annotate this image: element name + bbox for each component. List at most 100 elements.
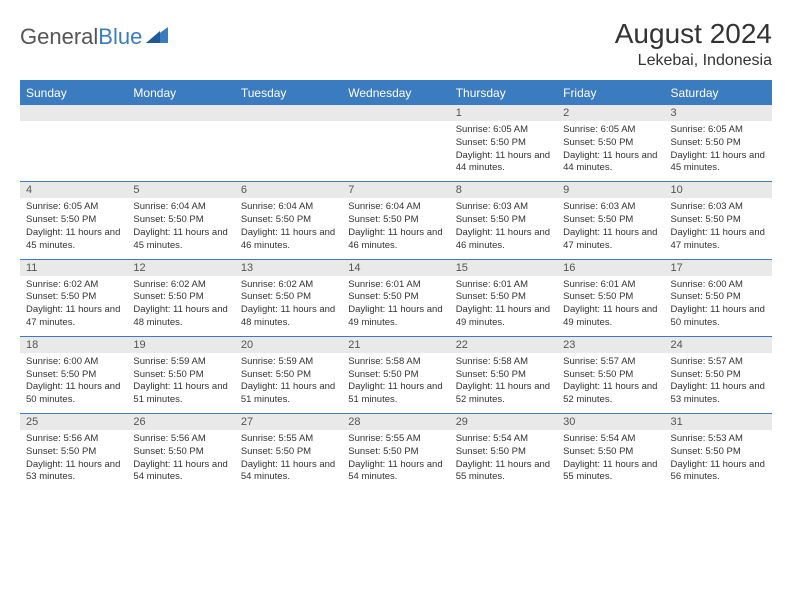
- weekday-header: Monday: [127, 81, 234, 105]
- day-number: [235, 105, 342, 121]
- day-number: 23: [557, 337, 664, 353]
- day-number: 11: [20, 260, 127, 276]
- day-detail: Sunrise: 6:05 AMSunset: 5:50 PMDaylight:…: [557, 121, 664, 181]
- day-number: 25: [20, 414, 127, 430]
- calendar-cell: 18Sunrise: 6:00 AMSunset: 5:50 PMDayligh…: [20, 336, 127, 413]
- day-detail: Sunrise: 6:03 AMSunset: 5:50 PMDaylight:…: [450, 198, 557, 258]
- day-detail: [342, 121, 449, 181]
- calendar-cell: 24Sunrise: 5:57 AMSunset: 5:50 PMDayligh…: [665, 336, 772, 413]
- day-detail: Sunrise: 5:59 AMSunset: 5:50 PMDaylight:…: [235, 353, 342, 413]
- day-detail: Sunrise: 5:54 AMSunset: 5:50 PMDaylight:…: [450, 430, 557, 490]
- calendar-cell: 9Sunrise: 6:03 AMSunset: 5:50 PMDaylight…: [557, 182, 664, 259]
- calendar-cell: 4Sunrise: 6:05 AMSunset: 5:50 PMDaylight…: [20, 182, 127, 259]
- day-number: 13: [235, 260, 342, 276]
- calendar-table: Sunday Monday Tuesday Wednesday Thursday…: [20, 80, 772, 490]
- day-detail: Sunrise: 5:55 AMSunset: 5:50 PMDaylight:…: [342, 430, 449, 490]
- location-subtitle: Lekebai, Indonesia: [615, 52, 772, 70]
- day-number: 7: [342, 182, 449, 198]
- day-detail: Sunrise: 6:05 AMSunset: 5:50 PMDaylight:…: [665, 121, 772, 181]
- calendar-cell: [20, 105, 127, 182]
- calendar-cell: 7Sunrise: 6:04 AMSunset: 5:50 PMDaylight…: [342, 182, 449, 259]
- weekday-header: Saturday: [665, 81, 772, 105]
- day-detail: Sunrise: 5:55 AMSunset: 5:50 PMDaylight:…: [235, 430, 342, 490]
- calendar-cell: 20Sunrise: 5:59 AMSunset: 5:50 PMDayligh…: [235, 336, 342, 413]
- calendar-cell: [127, 105, 234, 182]
- calendar-cell: 3Sunrise: 6:05 AMSunset: 5:50 PMDaylight…: [665, 105, 772, 182]
- calendar-cell: 10Sunrise: 6:03 AMSunset: 5:50 PMDayligh…: [665, 182, 772, 259]
- brand-sail-icon: [146, 25, 172, 50]
- day-detail: Sunrise: 5:53 AMSunset: 5:50 PMDaylight:…: [665, 430, 772, 490]
- day-detail: Sunrise: 6:04 AMSunset: 5:50 PMDaylight:…: [235, 198, 342, 258]
- day-detail: Sunrise: 5:58 AMSunset: 5:50 PMDaylight:…: [342, 353, 449, 413]
- calendar-cell: 1Sunrise: 6:05 AMSunset: 5:50 PMDaylight…: [450, 105, 557, 182]
- calendar-week-row: 18Sunrise: 6:00 AMSunset: 5:50 PMDayligh…: [20, 336, 772, 413]
- day-number: 20: [235, 337, 342, 353]
- calendar-cell: 16Sunrise: 6:01 AMSunset: 5:50 PMDayligh…: [557, 259, 664, 336]
- day-detail: Sunrise: 6:04 AMSunset: 5:50 PMDaylight:…: [342, 198, 449, 258]
- weekday-header: Sunday: [20, 81, 127, 105]
- day-number: 1: [450, 105, 557, 121]
- day-number: 2: [557, 105, 664, 121]
- day-number: 5: [127, 182, 234, 198]
- day-number: 21: [342, 337, 449, 353]
- day-number: 4: [20, 182, 127, 198]
- day-number: 27: [235, 414, 342, 430]
- brand-part2: Blue: [98, 24, 142, 49]
- day-detail: Sunrise: 5:56 AMSunset: 5:50 PMDaylight:…: [20, 430, 127, 490]
- calendar-cell: 23Sunrise: 5:57 AMSunset: 5:50 PMDayligh…: [557, 336, 664, 413]
- day-detail: Sunrise: 5:57 AMSunset: 5:50 PMDaylight:…: [557, 353, 664, 413]
- day-number: 30: [557, 414, 664, 430]
- day-number: [342, 105, 449, 121]
- calendar-week-row: 1Sunrise: 6:05 AMSunset: 5:50 PMDaylight…: [20, 105, 772, 182]
- calendar-cell: 21Sunrise: 5:58 AMSunset: 5:50 PMDayligh…: [342, 336, 449, 413]
- weekday-header: Thursday: [450, 81, 557, 105]
- day-number: 8: [450, 182, 557, 198]
- day-number: 6: [235, 182, 342, 198]
- day-detail: Sunrise: 6:05 AMSunset: 5:50 PMDaylight:…: [20, 198, 127, 258]
- day-number: 22: [450, 337, 557, 353]
- day-number: 18: [20, 337, 127, 353]
- calendar-cell: 11Sunrise: 6:02 AMSunset: 5:50 PMDayligh…: [20, 259, 127, 336]
- day-number: 16: [557, 260, 664, 276]
- day-detail: Sunrise: 5:59 AMSunset: 5:50 PMDaylight:…: [127, 353, 234, 413]
- day-number: [20, 105, 127, 121]
- weekday-header: Friday: [557, 81, 664, 105]
- day-detail: Sunrise: 6:03 AMSunset: 5:50 PMDaylight:…: [665, 198, 772, 258]
- day-number: 19: [127, 337, 234, 353]
- weekday-header-row: Sunday Monday Tuesday Wednesday Thursday…: [20, 81, 772, 105]
- day-number: 17: [665, 260, 772, 276]
- page-title: August 2024: [615, 18, 772, 50]
- title-block: August 2024 Lekebai, Indonesia: [615, 18, 772, 70]
- day-detail: Sunrise: 6:00 AMSunset: 5:50 PMDaylight:…: [20, 353, 127, 413]
- calendar-cell: 29Sunrise: 5:54 AMSunset: 5:50 PMDayligh…: [450, 414, 557, 491]
- calendar-cell: 30Sunrise: 5:54 AMSunset: 5:50 PMDayligh…: [557, 414, 664, 491]
- day-number: 9: [557, 182, 664, 198]
- day-detail: Sunrise: 6:01 AMSunset: 5:50 PMDaylight:…: [557, 276, 664, 336]
- calendar-cell: 17Sunrise: 6:00 AMSunset: 5:50 PMDayligh…: [665, 259, 772, 336]
- day-detail: Sunrise: 5:57 AMSunset: 5:50 PMDaylight:…: [665, 353, 772, 413]
- calendar-week-row: 4Sunrise: 6:05 AMSunset: 5:50 PMDaylight…: [20, 182, 772, 259]
- day-number: 14: [342, 260, 449, 276]
- calendar-week-row: 11 Sunrise: 6:02 AMSunset: 5:50 PMDayligh…: [20, 259, 772, 336]
- calendar-cell: 8Sunrise: 6:03 AMSunset: 5:50 PMDaylight…: [450, 182, 557, 259]
- calendar-cell: 31Sunrise: 5:53 AMSunset: 5:50 PMDayligh…: [665, 414, 772, 491]
- day-detail: Sunrise: 6:02 AMSunset: 5:50 PMDaylight:…: [235, 276, 342, 336]
- day-detail: Sunrise: 6:05 AMSunset: 5:50 PMDaylight:…: [450, 121, 557, 181]
- calendar-cell: 25Sunrise: 5:56 AMSunset: 5:50 PMDayligh…: [20, 414, 127, 491]
- calendar-cell: 13Sunrise: 6:02 AMSunset: 5:50 PMDayligh…: [235, 259, 342, 336]
- weekday-header: Wednesday: [342, 81, 449, 105]
- weekday-header: Tuesday: [235, 81, 342, 105]
- calendar-cell: [342, 105, 449, 182]
- calendar-cell: 15Sunrise: 6:01 AMSunset: 5:50 PMDayligh…: [450, 259, 557, 336]
- day-detail: Sunrise: 6:03 AMSunset: 5:50 PMDaylight:…: [557, 198, 664, 258]
- day-number: 15: [450, 260, 557, 276]
- day-number: 12: [127, 260, 234, 276]
- day-number: 29: [450, 414, 557, 430]
- day-detail: Sunrise: 5:58 AMSunset: 5:50 PMDaylight:…: [450, 353, 557, 413]
- day-number: 3: [665, 105, 772, 121]
- calendar-cell: [235, 105, 342, 182]
- day-detail: Sunrise: 5:54 AMSunset: 5:50 PMDaylight:…: [557, 430, 664, 490]
- calendar-cell: 12Sunrise: 6:02 AMSunset: 5:50 PMDayligh…: [127, 259, 234, 336]
- day-detail: Sunrise: 6:00 AMSunset: 5:50 PMDaylight:…: [665, 276, 772, 336]
- day-detail: [235, 121, 342, 181]
